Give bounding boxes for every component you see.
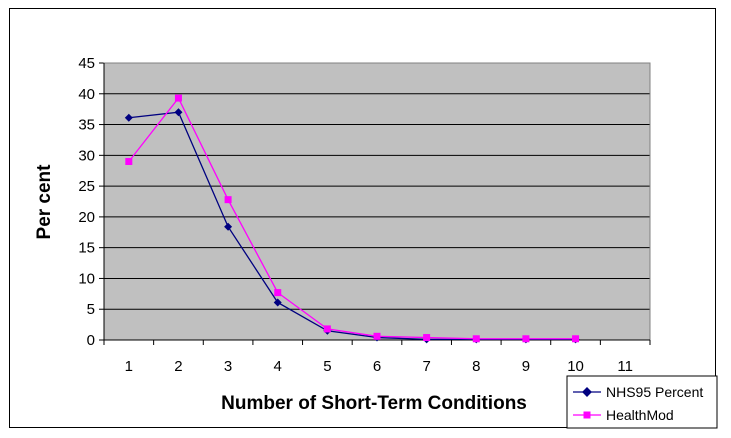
x-tick-label: 3 (224, 358, 232, 375)
legend-label-healthmod: HealthMod (606, 407, 674, 423)
series-lines (124, 94, 580, 344)
legend-marker-healthmod (583, 411, 591, 419)
legend: NHS95 Percent HealthMod (566, 375, 718, 429)
x-tick-label: 6 (373, 358, 381, 375)
plot-area (104, 63, 650, 340)
data-point (274, 289, 282, 297)
y-tick-label: 45 (78, 55, 95, 72)
y-tick-label: 15 (78, 240, 95, 257)
data-point (423, 334, 431, 342)
legend-box (566, 375, 718, 429)
data-point (224, 196, 232, 204)
legend-label-nhs95: NHS95 Percent (606, 384, 703, 400)
y-tick-label: 35 (78, 117, 95, 134)
y-tick-label: 10 (78, 270, 95, 287)
y-axis-title: Per cent (34, 164, 55, 240)
x-axis-title: Number of Short-Term Conditions (221, 393, 527, 414)
series-line-healthmod (128, 96, 576, 340)
x-tick-label: 11 (617, 358, 633, 375)
x-tick-label: 10 (567, 358, 584, 375)
data-point (174, 108, 183, 117)
data-point (125, 157, 133, 165)
legend-marker-nhs95 (582, 387, 592, 397)
data-point (124, 113, 133, 122)
y-tick-label: 5 (87, 301, 95, 318)
x-tick-label: 5 (323, 358, 331, 375)
data-point (572, 335, 580, 343)
x-tick-label: 1 (125, 358, 133, 375)
x-tick-label: 2 (174, 358, 182, 375)
y-tick-label: 20 (78, 209, 95, 226)
data-point (174, 94, 182, 102)
data-point (522, 335, 530, 343)
x-tick-label: 7 (422, 358, 430, 375)
data-point (472, 335, 480, 343)
data-point (273, 298, 282, 307)
x-tick-label: 9 (522, 358, 530, 375)
y-tick-label: 0 (87, 332, 95, 349)
y-tick-label: 30 (78, 147, 95, 164)
data-point (373, 332, 381, 340)
y-tick-label: 25 (78, 178, 95, 195)
y-tick-label: 40 (78, 86, 95, 103)
y-tick-labels: 0 5 10 15 20 25 30 35 40 45 (78, 55, 95, 349)
data-point (224, 222, 233, 231)
x-tick-label: 8 (472, 358, 480, 375)
data-point (323, 325, 331, 333)
x-tick-labels: 1 2 3 4 5 6 7 8 9 10 11 (125, 358, 633, 375)
x-tick-label: 4 (274, 358, 282, 375)
